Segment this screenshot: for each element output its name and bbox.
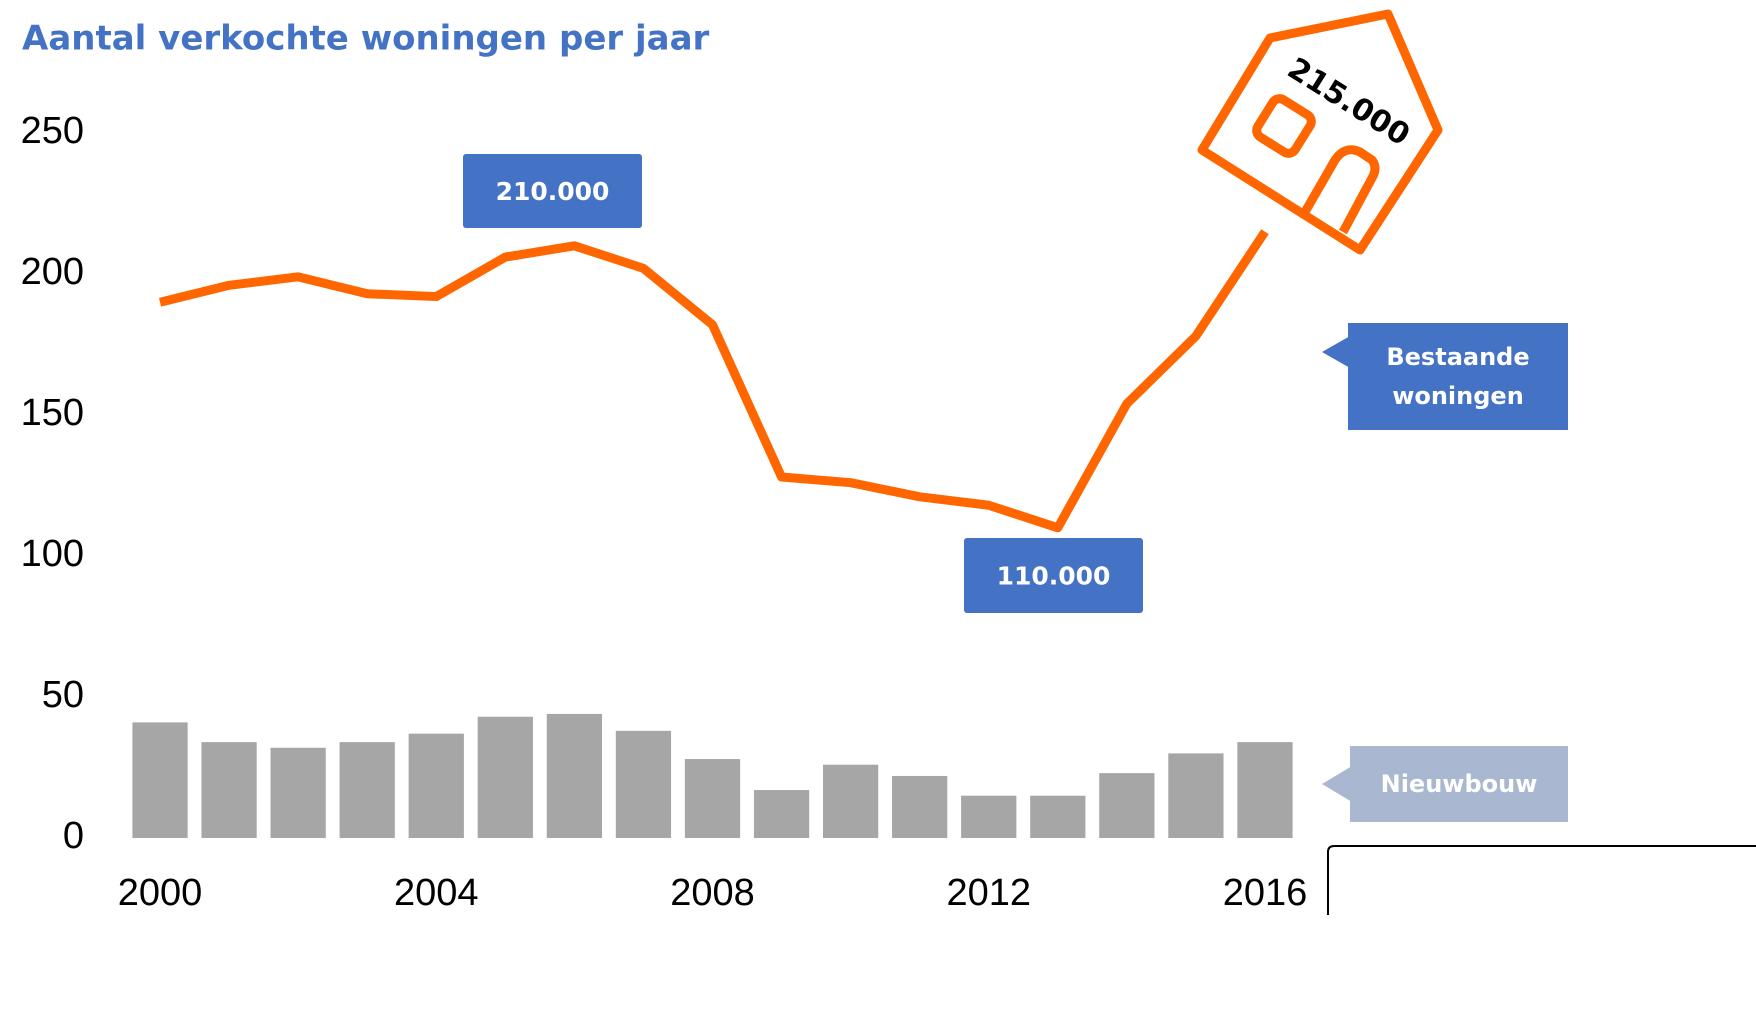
chart-title: Aantal verkochte woningen per jaar [22,19,710,59]
bar [546,713,603,838]
house-icon [1197,9,1443,255]
y-tick-label: 0 [63,815,84,857]
y-tick-label: 50 [42,674,84,716]
annotation-box [964,538,1143,613]
y-tick-label: 250 [21,110,84,152]
x-tick-label: 2016 [1223,872,1308,914]
line [158,229,1269,533]
y-tick-label: 100 [21,533,84,575]
x-tick-label: 2000 [118,872,203,914]
y-tick-label: 200 [21,251,84,293]
bar [477,716,533,838]
bar [408,733,464,838]
callout-pointer [1322,336,1350,368]
bar [1099,773,1155,838]
bar [892,775,948,838]
x-tick-label: 2012 [946,872,1031,914]
bar [961,795,1017,838]
bar [684,759,741,838]
bar [1237,742,1293,838]
logo-frame [1327,845,1756,915]
bar [339,742,395,838]
legend-entry: Nieuwbouw [1350,746,1568,822]
bar [270,747,326,838]
bar [1168,753,1224,838]
annotation-box [463,154,642,228]
bar [753,790,810,838]
bar [615,730,672,838]
bar [1030,795,1086,838]
bar [822,764,879,838]
x-tick-label: 2004 [394,872,479,914]
legend-entry: Bestaande woningen [1348,323,1568,430]
x-tick-label: 2008 [670,872,755,914]
bar [201,742,257,838]
annotation: 210.000 [496,177,610,206]
y-tick-label: 150 [21,392,84,434]
bar [132,722,188,838]
callout-pointer [1322,766,1352,802]
annotation: 110.000 [997,562,1111,591]
